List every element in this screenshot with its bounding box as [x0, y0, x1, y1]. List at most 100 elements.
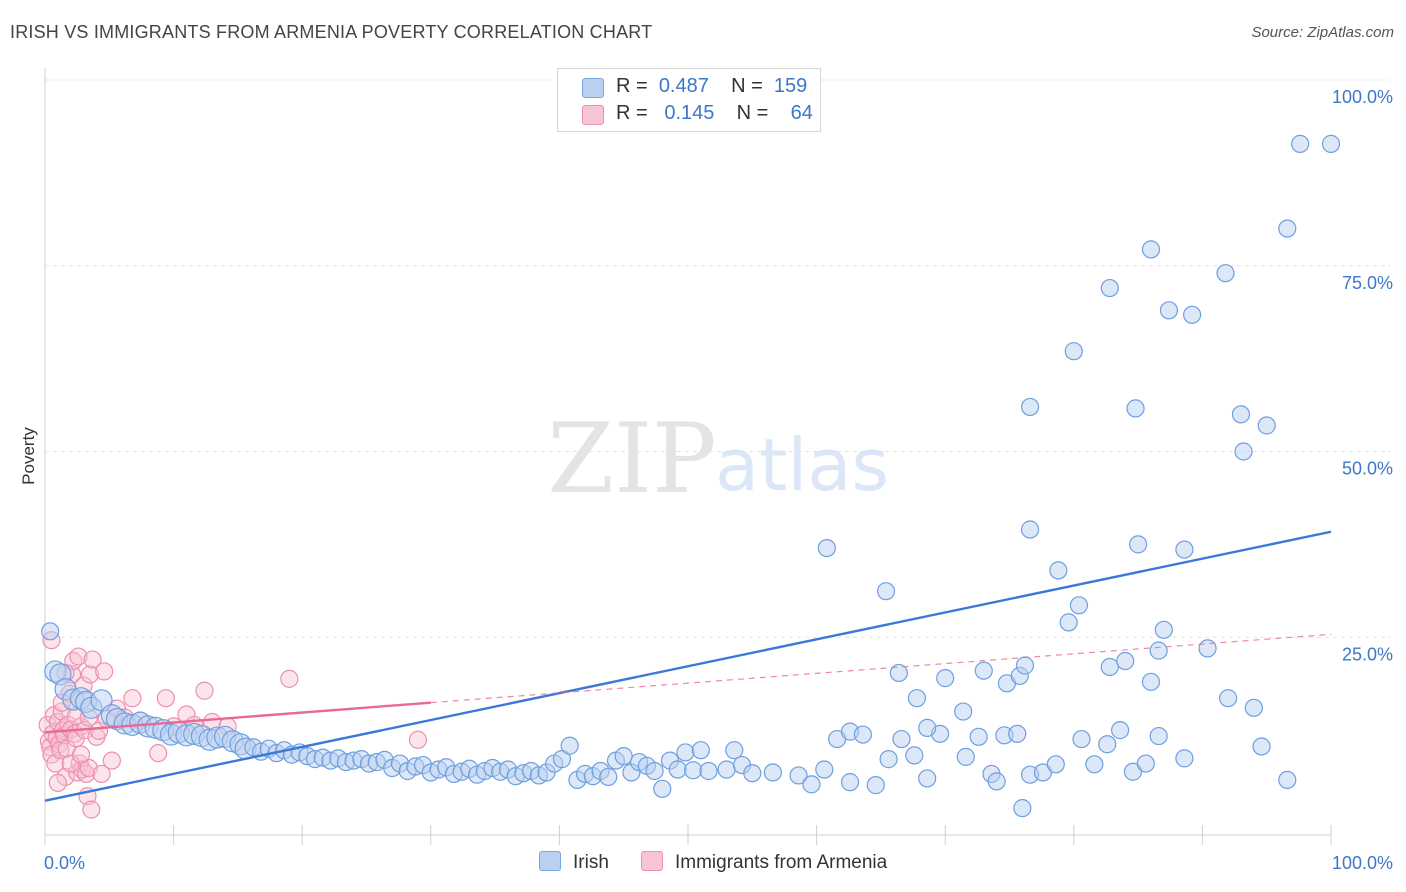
data-point-irish — [1175, 540, 1194, 559]
r-value-armenia: 0.145 — [664, 102, 715, 124]
bottom-legend-label-armenia: Immigrants from Armenia — [675, 852, 888, 873]
data-point-irish — [1257, 416, 1276, 435]
data-point-irish — [763, 763, 782, 782]
r-label: R = — [616, 102, 648, 124]
data-point-irish — [725, 741, 744, 760]
data-point-armenia — [408, 730, 428, 749]
data-point-irish — [954, 702, 973, 721]
n-value-irish: 159 — [773, 75, 808, 97]
x-tick-label: 0.0% — [44, 853, 85, 873]
data-point-irish — [1033, 763, 1053, 782]
data-point-irish — [645, 761, 664, 781]
data-point-armenia — [195, 681, 214, 700]
data-point-irish — [1141, 240, 1161, 259]
data-point-irish — [1216, 264, 1235, 283]
data-point-irish — [1020, 397, 1040, 417]
data-point-irish — [974, 661, 993, 680]
data-point-armenia — [280, 669, 299, 688]
data-point-irish — [889, 663, 909, 683]
data-point-irish — [1049, 561, 1068, 580]
data-point-irish — [1126, 399, 1145, 418]
data-point-irish — [668, 760, 687, 779]
trend-line-irish — [44, 530, 1332, 802]
data-point-irish — [1069, 596, 1089, 615]
data-point-irish — [1149, 726, 1168, 746]
data-point-irish — [936, 669, 955, 688]
data-point-irish — [1321, 134, 1341, 153]
data-point-irish — [1198, 639, 1217, 658]
legend-swatch-irish — [582, 78, 604, 98]
data-point-irish — [653, 779, 672, 798]
data-point-irish — [1128, 535, 1148, 554]
data-point-armenia — [51, 741, 70, 760]
data-point-irish — [699, 761, 718, 781]
tick-labels: 100.0% 75.0% 50.0% 25.0% 0.0% 100.0% — [44, 87, 1393, 873]
bottom-swatch-irish — [539, 851, 561, 871]
data-point-irish — [918, 718, 937, 737]
data-point-irish — [684, 761, 703, 780]
data-point-irish — [1085, 755, 1104, 774]
data-point-irish — [866, 776, 885, 795]
data-point-irish — [1059, 613, 1078, 632]
data-point-irish — [1064, 342, 1083, 361]
data-point-armenia — [69, 647, 88, 666]
data-point-irish — [1278, 219, 1297, 238]
bottom-swatch-armenia — [641, 851, 663, 871]
data-point-irish — [802, 775, 821, 794]
data-point-irish — [987, 772, 1006, 791]
data-point-irish — [815, 760, 834, 779]
n-label: N = — [731, 75, 763, 97]
stats-legend: R = 0.487 N = 159 R = 0.145 N = 64 — [557, 68, 821, 132]
bottom-legend-label-irish: Irish — [573, 852, 609, 873]
data-point-irish — [1219, 689, 1238, 708]
y-tick-label: 25.0% — [1342, 644, 1393, 664]
data-point-irish — [1278, 770, 1297, 790]
data-point-armenia — [156, 689, 175, 708]
legend-swatch-armenia — [582, 105, 604, 125]
data-point-irish — [1116, 651, 1135, 671]
data-point-irish — [676, 743, 695, 762]
data-point-irish — [560, 736, 579, 755]
data-point-irish — [1136, 754, 1155, 773]
y-tick-label: 50.0% — [1342, 459, 1393, 479]
trend-line-armenia-extension — [430, 633, 1332, 704]
trend-lines — [44, 530, 1332, 802]
data-point-irish — [743, 764, 762, 783]
watermark-atlas: atlas — [715, 423, 889, 507]
data-point-irish — [1013, 799, 1032, 818]
data-point-irish — [1110, 721, 1130, 740]
data-point-irish — [1183, 305, 1202, 324]
data-point-irish — [1100, 278, 1119, 298]
data-point-irish — [1234, 442, 1253, 461]
data-point-irish — [1244, 698, 1263, 717]
r-value-irish: 0.487 — [658, 75, 709, 97]
data-point-irish — [905, 746, 924, 765]
data-point-irish — [717, 760, 736, 779]
data-point-armenia — [102, 751, 121, 770]
data-point-armenia — [149, 744, 168, 763]
data-point-irish — [1175, 749, 1194, 768]
r-label: R = — [616, 75, 648, 97]
watermark: ZIP atlas — [547, 403, 889, 515]
data-point-irish — [853, 725, 872, 744]
source-credit: Source: ZipAtlas.com — [1251, 24, 1394, 41]
data-point-irish — [907, 689, 927, 708]
data-point-armenia — [83, 650, 102, 669]
data-point-armenia — [95, 662, 114, 681]
data-point-irish — [599, 767, 618, 787]
data-point-armenia — [80, 665, 100, 684]
data-point-irish — [1149, 641, 1168, 660]
data-point-irish — [1008, 724, 1027, 743]
data-point-irish — [879, 750, 898, 769]
data-point-irish — [876, 582, 896, 601]
data-point-armenia — [71, 745, 91, 764]
data-point-armenia — [48, 773, 67, 792]
data-point-irish — [614, 747, 633, 766]
data-point-irish — [1072, 729, 1091, 749]
data-point-irish — [892, 729, 911, 749]
data-point-irish — [1123, 762, 1143, 781]
n-value-armenia: 64 — [790, 102, 813, 124]
n-label: N = — [736, 102, 769, 124]
data-point-irish — [552, 750, 572, 769]
chart-title: IRISH VS IMMIGRANTS FROM ARMENIA POVERTY… — [10, 22, 653, 42]
